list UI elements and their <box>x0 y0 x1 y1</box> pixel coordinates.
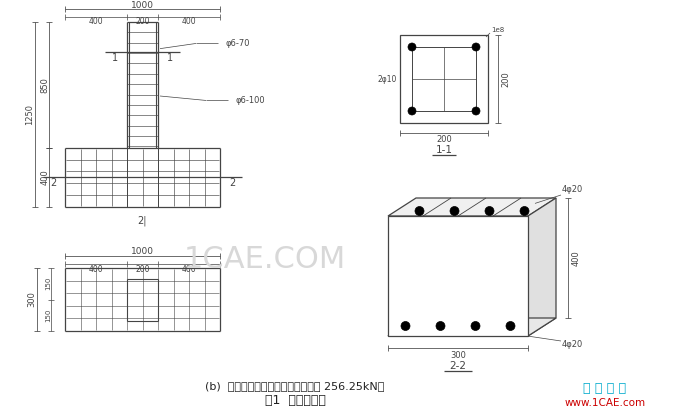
Text: 400: 400 <box>89 18 104 26</box>
Bar <box>412 47 476 111</box>
Polygon shape <box>388 318 556 336</box>
Text: www.1CAE.com: www.1CAE.com <box>564 398 646 408</box>
Circle shape <box>506 321 515 331</box>
Text: 150: 150 <box>45 277 51 291</box>
Text: 1: 1 <box>167 53 173 63</box>
Text: 850: 850 <box>41 77 50 93</box>
Text: 400: 400 <box>181 265 197 273</box>
Text: φ6-100: φ6-100 <box>236 96 266 105</box>
Text: 2-2: 2-2 <box>449 361 466 371</box>
Bar <box>400 35 488 123</box>
Text: 2|: 2| <box>138 216 147 227</box>
Text: 4φ20: 4φ20 <box>562 185 583 194</box>
Text: 300: 300 <box>450 351 466 359</box>
Text: 1: 1 <box>112 53 118 63</box>
Polygon shape <box>528 198 556 336</box>
Circle shape <box>436 321 445 331</box>
Circle shape <box>450 206 459 216</box>
Circle shape <box>415 206 424 216</box>
Text: (b)  底层中柱配筋图（试验轴压力为 256.25kN）: (b) 底层中柱配筋图（试验轴压力为 256.25kN） <box>206 381 385 391</box>
Circle shape <box>408 107 416 115</box>
Text: 200: 200 <box>502 71 511 87</box>
Circle shape <box>471 321 480 331</box>
Text: φ6-70: φ6-70 <box>226 39 250 48</box>
Text: 400: 400 <box>41 170 50 185</box>
Text: 2φ10: 2φ10 <box>377 74 397 84</box>
Text: 2: 2 <box>229 178 235 189</box>
Text: 1000: 1000 <box>131 247 154 257</box>
Text: 400: 400 <box>181 18 197 26</box>
Text: 仿 真 在 线: 仿 真 在 线 <box>584 382 627 395</box>
Circle shape <box>485 206 494 216</box>
Text: 4φ20: 4φ20 <box>562 340 583 349</box>
Text: 150: 150 <box>45 308 51 322</box>
Text: 300: 300 <box>28 292 37 307</box>
Circle shape <box>472 107 480 115</box>
Text: 200: 200 <box>135 265 150 273</box>
Text: 200: 200 <box>436 135 452 143</box>
Text: 1CAE.COM: 1CAE.COM <box>184 245 346 275</box>
Circle shape <box>520 206 529 216</box>
Text: 1250: 1250 <box>26 104 34 125</box>
Polygon shape <box>388 198 556 216</box>
Text: 图1  构件配筋图: 图1 构件配筋图 <box>264 395 326 408</box>
Circle shape <box>472 43 480 51</box>
Circle shape <box>408 43 416 51</box>
Text: 2: 2 <box>50 178 56 189</box>
Text: 1000: 1000 <box>131 0 154 10</box>
Circle shape <box>401 321 410 331</box>
Bar <box>388 216 528 336</box>
Text: 400: 400 <box>89 265 104 273</box>
Text: 1e8: 1e8 <box>491 27 504 33</box>
Text: 1-1: 1-1 <box>435 145 453 155</box>
Text: 200: 200 <box>135 18 150 26</box>
Text: 400: 400 <box>571 250 580 266</box>
